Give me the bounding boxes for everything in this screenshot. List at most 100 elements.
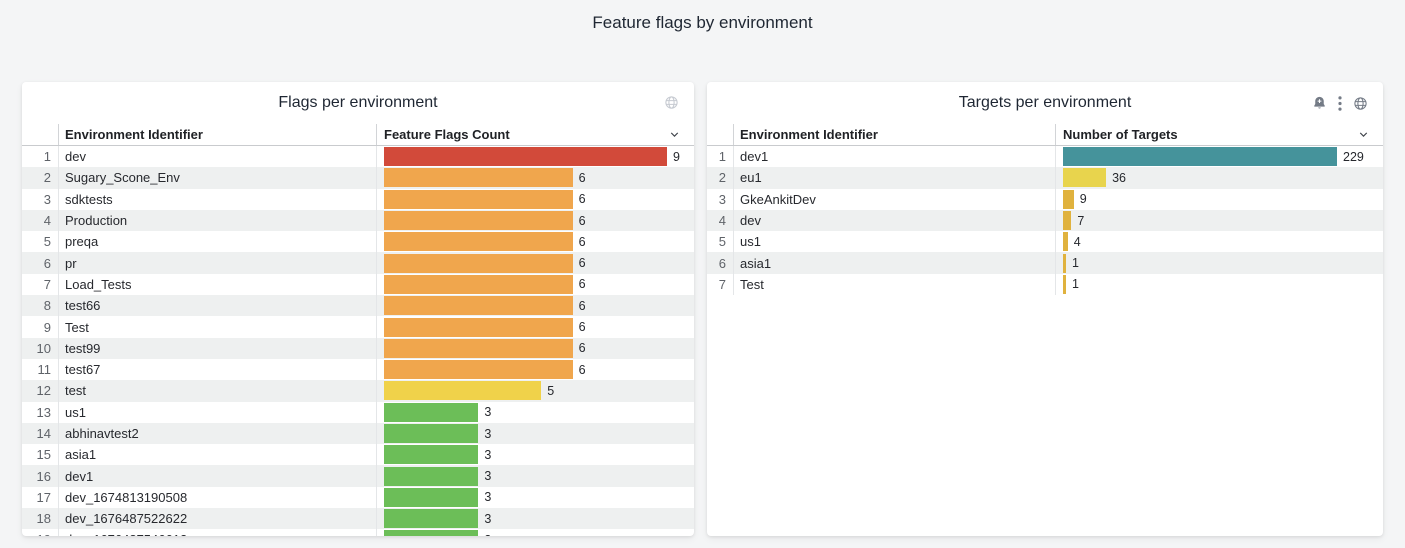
row-number: 7 — [22, 273, 59, 296]
row-number: 15 — [22, 444, 59, 466]
environment-identifier-cell[interactable]: pr — [59, 252, 377, 274]
value-label: 9 — [673, 149, 680, 164]
value-label: 3 — [484, 405, 492, 420]
column-header-environment-identifier[interactable]: Environment Identifier — [59, 124, 377, 145]
value-label: 6 — [578, 234, 586, 249]
table-row: 18 dev_1676487522622 3 — [22, 508, 694, 530]
environment-identifier-cell[interactable]: asia1 — [59, 444, 377, 466]
table-row: 17 dev_1674813190508 3 — [22, 486, 694, 509]
bar-gauge: 6 — [384, 274, 667, 294]
bar-gauge: 7 — [1063, 211, 1337, 231]
row-number: 13 — [22, 401, 59, 423]
environment-identifier-cell[interactable]: test67 — [59, 358, 377, 381]
environment-identifier-cell[interactable]: us1 — [59, 401, 377, 423]
value-cell: 3 — [377, 508, 694, 529]
value-bar — [384, 402, 479, 422]
value-bar — [384, 296, 573, 316]
value-bar — [1063, 253, 1066, 273]
value-bar — [384, 168, 573, 188]
environment-identifier-cell[interactable]: Production — [59, 209, 377, 232]
environment-identifier-cell[interactable]: asia1 — [734, 252, 1056, 274]
value-bar — [1063, 147, 1337, 167]
table-header-row: Environment Identifier Feature Flags Cou… — [22, 124, 694, 146]
panel-title[interactable]: Targets per environment — [958, 94, 1132, 111]
environment-identifier-cell[interactable]: dev1 — [59, 465, 377, 487]
table-row: 1 dev1 229 — [707, 146, 1383, 168]
value-bar — [1063, 232, 1068, 252]
environment-identifier-cell[interactable]: dev_1676487522622 — [59, 508, 377, 530]
value-bar — [384, 232, 573, 252]
row-number: 3 — [707, 188, 734, 210]
value-cell: 6 — [377, 231, 694, 252]
environment-identifier-cell[interactable]: us1 — [734, 231, 1056, 253]
value-label: 36 — [1112, 170, 1126, 185]
column-header-number-of-targets[interactable]: Number of Targets — [1063, 127, 1178, 142]
value-cell: 36 — [1056, 167, 1383, 188]
environment-identifier-cell[interactable]: test66 — [59, 295, 377, 317]
value-cell: 9 — [1056, 189, 1383, 210]
kebab-menu-icon[interactable] — [1338, 95, 1342, 111]
chevron-down-icon[interactable] — [1357, 128, 1370, 141]
environment-identifier-cell[interactable]: test99 — [59, 337, 377, 359]
value-bar — [384, 445, 479, 465]
environment-identifier-cell[interactable]: Load_Tests — [59, 273, 377, 296]
environment-identifier-cell[interactable]: dev1 — [734, 146, 1056, 168]
environment-identifier-cell[interactable]: GkeAnkitDev — [734, 188, 1056, 210]
table-row: 15 asia1 3 — [22, 444, 694, 466]
environment-identifier-cell[interactable]: Test — [59, 316, 377, 338]
value-cell: 6 — [377, 167, 694, 188]
environment-identifier-cell[interactable]: dev — [59, 146, 377, 168]
bar-gauge: 4 — [1063, 232, 1337, 252]
environment-identifier-cell[interactable]: Sugary_Scone_Env — [59, 167, 377, 189]
environment-identifier-cell[interactable]: sdktests — [59, 188, 377, 210]
bar-gauge: 6 — [384, 338, 667, 358]
globe-icon[interactable] — [1353, 96, 1368, 111]
environment-identifier-cell[interactable]: abhinavtest2 — [59, 422, 377, 445]
environment-identifier-cell[interactable]: Test — [734, 273, 1056, 296]
page-title: Feature flags by environment — [592, 13, 813, 32]
table-row: 5 us1 4 — [707, 231, 1383, 253]
bar-gauge: 6 — [384, 296, 667, 316]
chevron-down-icon[interactable] — [668, 128, 681, 141]
environment-identifier-cell[interactable]: dev — [734, 209, 1056, 232]
value-bar — [384, 147, 667, 167]
environment-identifier-cell[interactable]: dev_1676487546612 — [59, 529, 377, 536]
bar-gauge: 3 — [384, 530, 667, 536]
panel-flags-per-environment: Flags per environment Environment Identi… — [22, 82, 694, 536]
environment-identifier-cell[interactable]: dev_1674813190508 — [59, 486, 377, 509]
bar-gauge: 6 — [384, 317, 667, 337]
table-header-row: Environment Identifier Number of Targets — [707, 124, 1383, 146]
environment-identifier-cell[interactable]: preqa — [59, 231, 377, 253]
environment-identifier-cell[interactable]: test — [59, 380, 377, 402]
environment-identifier-cell[interactable]: eu1 — [734, 167, 1056, 189]
row-number: 5 — [707, 231, 734, 253]
value-bar — [384, 360, 573, 380]
row-number: 14 — [22, 422, 59, 445]
globe-icon[interactable] — [664, 95, 679, 110]
bar-gauge: 1 — [1063, 274, 1337, 294]
value-bar — [384, 338, 573, 358]
panel-title[interactable]: Flags per environment — [278, 94, 438, 111]
bar-gauge: 3 — [384, 445, 667, 465]
dashboard-panels: Flags per environment Environment Identi… — [22, 82, 1383, 536]
value-bar — [384, 381, 542, 401]
value-bar — [1063, 274, 1066, 294]
column-header-environment-identifier[interactable]: Environment Identifier — [734, 124, 1056, 145]
value-cell: 3 — [377, 529, 694, 536]
value-cell: 3 — [377, 402, 694, 423]
column-header-feature-flags-count[interactable]: Feature Flags Count — [384, 127, 510, 142]
value-cell: 6 — [377, 295, 694, 316]
value-cell: 7 — [1056, 210, 1383, 231]
table-row: 11 test67 6 — [22, 358, 694, 381]
value-cell: 6 — [377, 252, 694, 273]
table-row: 13 us1 3 — [22, 401, 694, 423]
value-bar — [384, 253, 573, 273]
row-number: 11 — [22, 358, 59, 381]
table-row: 14 abhinavtest2 3 — [22, 422, 694, 445]
value-bar — [1063, 211, 1072, 231]
bell-plus-icon[interactable] — [1312, 95, 1327, 111]
table-row: 9 Test 6 — [22, 316, 694, 338]
value-cell: 3 — [377, 423, 694, 444]
table-row: 4 Production 6 — [22, 209, 694, 232]
row-number: 4 — [22, 209, 59, 232]
